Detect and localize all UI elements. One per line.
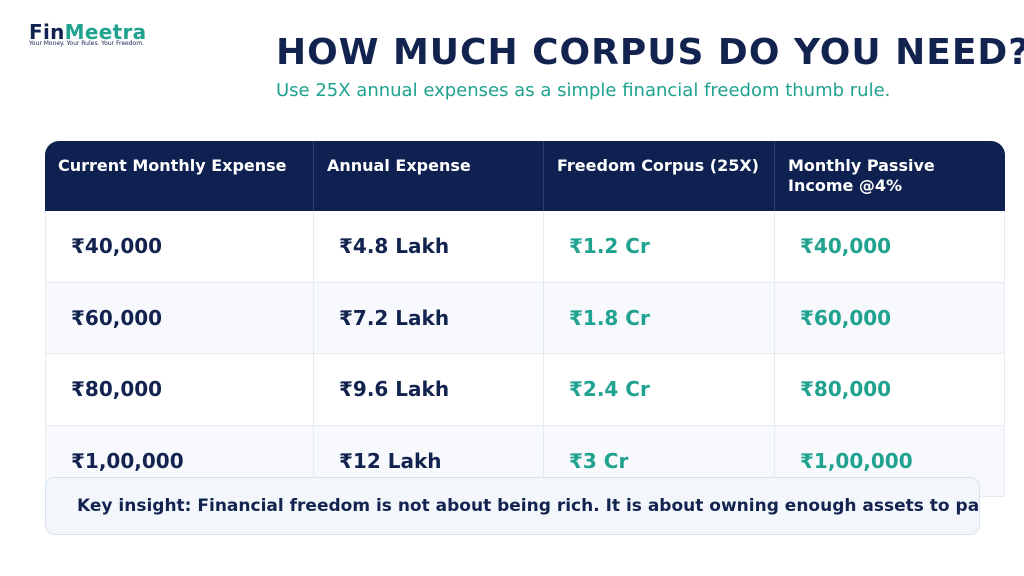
- table-cell: ₹4.8 Lakh: [314, 211, 544, 282]
- subtitle: Use 25X annual expenses as a simple fina…: [276, 80, 891, 101]
- insight-box: Key insight: Financial freedom is not ab…: [45, 477, 980, 535]
- table-cell: ₹1.8 Cr: [544, 282, 775, 353]
- column-header: Freedom Corpus (25X): [544, 141, 775, 211]
- column-header: Current Monthly Expense: [45, 141, 314, 211]
- table-row: ₹60,000 ₹7.2 Lakh ₹1.8 Cr ₹60,000: [45, 282, 1005, 354]
- table-cell: ₹40,000: [45, 211, 314, 282]
- table-cell: ₹60,000: [775, 282, 1005, 353]
- title: HOW MUCH CORPUS DO YOU NEED?: [276, 32, 1024, 73]
- table-cell: ₹40,000: [775, 211, 1005, 282]
- table-cell: ₹80,000: [775, 354, 1005, 425]
- table-cell: ₹60,000: [45, 282, 314, 353]
- table-cell: ₹2.4 Cr: [544, 354, 775, 425]
- tagline: Your Money. Your Rules. Your Freedom.: [29, 40, 144, 47]
- table-row: ₹40,000 ₹4.8 Lakh ₹1.2 Cr ₹40,000: [45, 211, 1005, 283]
- table-row: ₹80,000 ₹9.6 Lakh ₹2.4 Cr ₹80,000: [45, 354, 1005, 426]
- table-cell: ₹7.2 Lakh: [314, 282, 544, 353]
- logo-text: Fin: [29, 20, 65, 44]
- table-header: Current Monthly Expense Annual Expense Fre…: [45, 141, 1005, 211]
- table-cell: ₹3 Cr: [544, 425, 775, 496]
- table-cell: ₹12 Lakh: [314, 425, 544, 496]
- logo-text: Meetra: [64, 20, 147, 44]
- column-header: Monthly Passive Income @4%: [788, 156, 935, 195]
- table: Current Monthly Expense Annual Expense Fre…: [45, 141, 1005, 497]
- table-cell: ₹1,00,000: [775, 425, 1005, 496]
- table-cell: ₹1,00,000: [45, 425, 314, 496]
- table-cell: ₹9.6 Lakh: [314, 354, 544, 425]
- logo: FinMeetra: [29, 20, 146, 44]
- table-cell: ₹80,000: [45, 354, 314, 425]
- column-header: Annual Expense: [314, 141, 544, 211]
- table-cell: ₹1.2 Cr: [544, 211, 775, 282]
